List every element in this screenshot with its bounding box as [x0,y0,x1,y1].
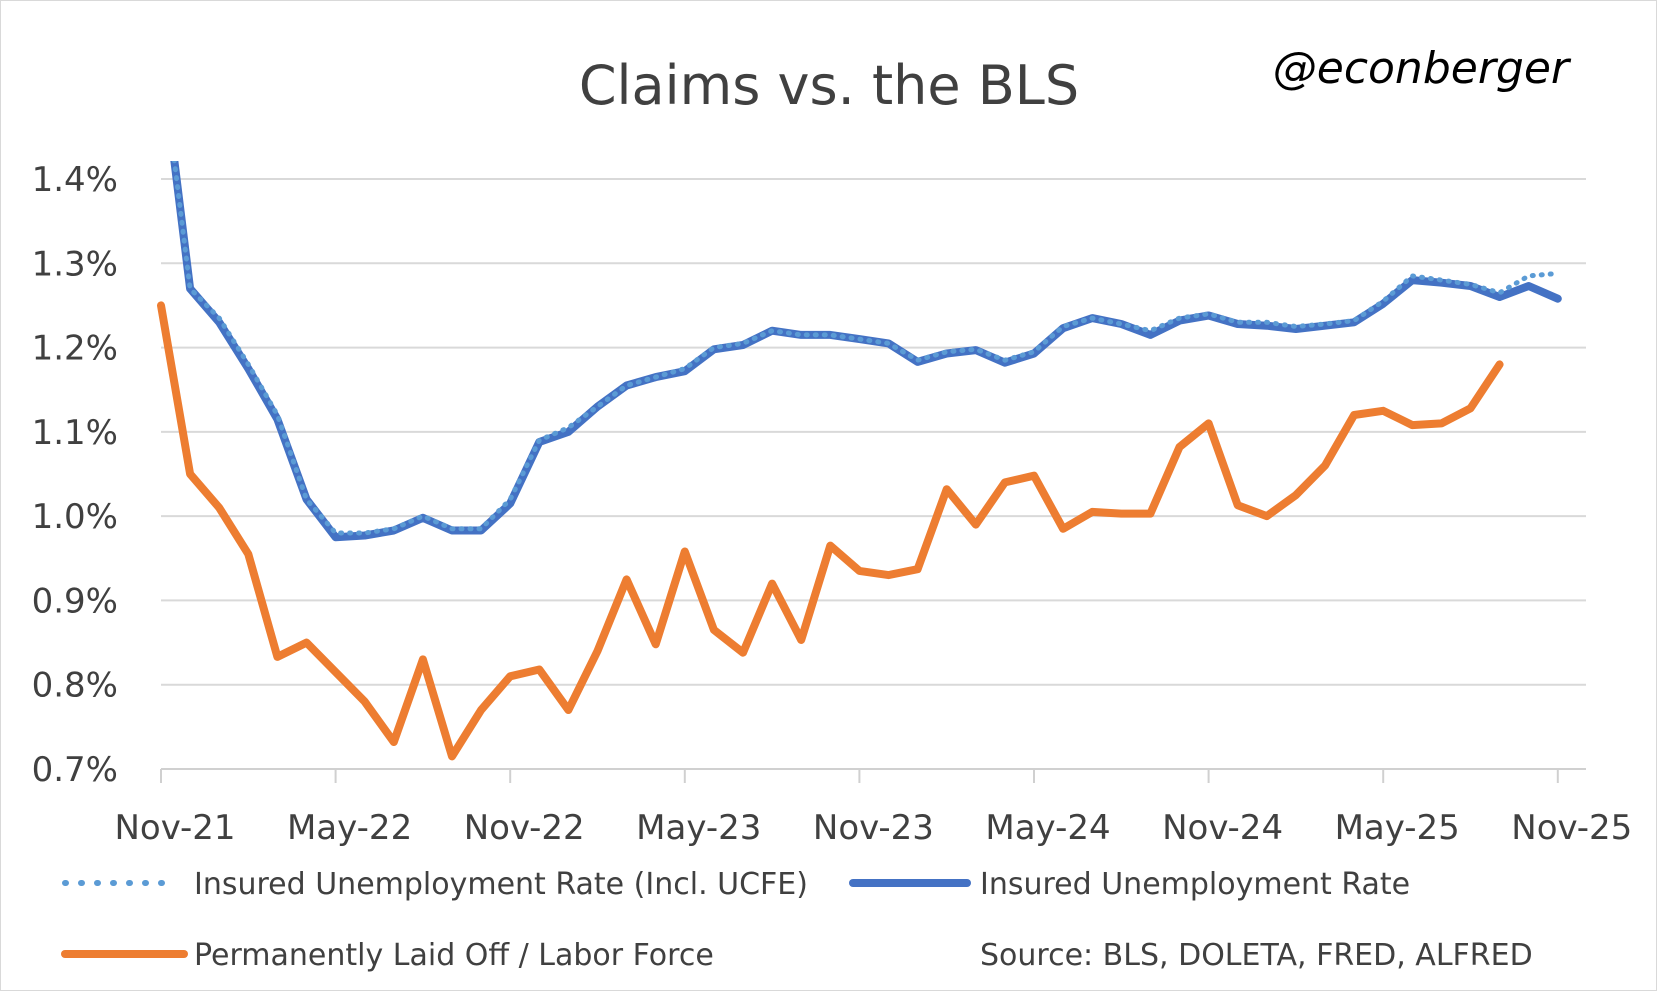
gridlines [161,178,1586,770]
y-tick-label: 0.8% [32,666,118,706]
x-tick-label: Nov-21 [115,808,236,848]
y-tick-label: 1.4% [32,160,118,200]
y-tick-label: 0.7% [32,750,118,790]
legend-label-iur: Insured Unemployment Rate [980,867,1410,902]
series-lines [157,161,1562,761]
legend: Insured Unemployment Rate (Incl. UCFE) I… [61,867,1410,973]
legend-label-laid-off: Permanently Laid Off / Labor Force [194,938,714,973]
series-iur-incl-ucfe [171,161,1561,536]
x-tick-label: Nov-25 [1511,808,1632,848]
source-note: Source: BLS, DOLETA, FRED, ALFRED [980,938,1533,973]
series-iur [170,161,1562,542]
y-tick-label: 1.0% [32,497,118,537]
author-handle: @econberger [1273,43,1572,94]
legend-label-ucfe: Insured Unemployment Rate (Incl. UCFE) [194,867,808,902]
x-tick-label: Nov-24 [1162,808,1283,848]
chart-title: Claims vs. the BLS [579,54,1079,117]
x-axis [160,769,1559,783]
x-axis-tick-labels: Nov-21 May-22 Nov-22 May-23 Nov-23 May-24 Nov-… [115,808,1633,848]
y-tick-label: 0.9% [32,581,118,621]
series-permanently-laid-off [157,301,1504,761]
x-tick-label: Nov-22 [464,808,585,848]
x-tick-label: May-24 [985,808,1110,848]
y-tick-label: 1.1% [32,413,118,453]
y-tick-label: 1.2% [32,329,118,369]
x-tick-label: Nov-23 [813,808,934,848]
x-tick-label: May-23 [636,808,761,848]
y-axis-tick-labels: 0.7% 0.8% 0.9% 1.0% 1.1% 1.2% 1.3% 1.4% [32,160,118,790]
y-tick-label: 1.3% [32,244,118,284]
x-tick-label: May-22 [287,808,412,848]
x-tick-label: May-25 [1335,808,1460,848]
